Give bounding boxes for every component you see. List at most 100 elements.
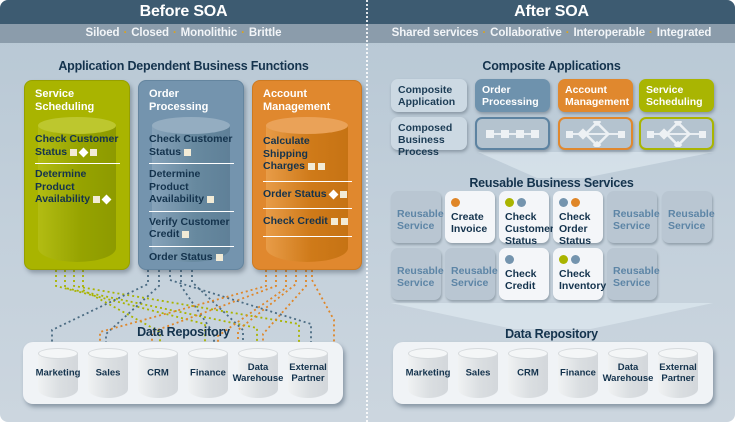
database-sales: Sales — [453, 345, 503, 401]
database-sales: Sales — [83, 345, 133, 401]
blue-dot-icon — [559, 198, 568, 207]
check-credit-card: Check Credit — [499, 248, 549, 300]
reusable-service-card: Reusable Service — [662, 191, 715, 243]
reusable-business-services-title: Reusable Business Services — [469, 176, 634, 190]
right-data-repository-panel: Marketing Sales CRM Finance Data Warehou… — [393, 342, 713, 404]
function-item: Determine Product Availability — [35, 164, 120, 211]
funnel-graphic — [478, 152, 714, 178]
function-item: Calculate Shipping Charges — [263, 129, 352, 182]
database-cylinder-icon — [558, 348, 598, 398]
square-icon — [70, 148, 78, 156]
branched-process-box — [558, 117, 633, 150]
square-icon — [318, 163, 326, 170]
database-data-warehouse: Data Warehouse — [603, 345, 653, 401]
order-processing-box: Order Processing — [475, 79, 550, 112]
linear-process-box — [475, 117, 550, 150]
cylinder-graphic — [152, 117, 230, 262]
reusable-service-card: Reusable Service — [391, 248, 444, 300]
before-soa-subtitle: Siloed · Closed · Monolithic · Brittle — [85, 27, 282, 39]
diamond-icon — [328, 189, 339, 199]
function-item: Check Customer Status — [35, 129, 120, 164]
panel-divider — [366, 0, 368, 422]
database-finance: Finance — [183, 345, 233, 401]
square-icon — [93, 196, 101, 203]
database-cylinder-icon — [138, 348, 178, 398]
right-repository-title: Data Repository — [505, 327, 598, 341]
database-cylinder-icon — [458, 348, 498, 398]
database-cylinder-icon — [38, 348, 78, 398]
before-soa-title: Before SOA — [139, 3, 228, 20]
after-soa-title: After SOA — [514, 3, 589, 20]
function-item: Determine Product Availability — [149, 164, 234, 212]
database-cylinder-icon — [188, 348, 228, 398]
composite-applications-title: Composite Applications — [482, 59, 621, 73]
check-order-status-card: Check Order Status — [553, 191, 603, 247]
cylinder-graphic — [38, 117, 116, 262]
check-inventory-card: Check Inventory — [553, 248, 606, 300]
square-icon — [215, 253, 223, 261]
reusable-service-card: Reusable Service — [391, 191, 444, 243]
database-external-partner: External Partner — [653, 345, 703, 401]
check-customer-status-card: Check Customer Status — [499, 191, 554, 247]
app-order-processing: Order Processing Check Customer Status D… — [138, 80, 244, 270]
service-scheduling-box: Service Scheduling — [639, 79, 714, 112]
database-crm: CRM — [503, 345, 553, 401]
diamond-icon — [78, 147, 89, 157]
database-cylinder-icon — [288, 348, 328, 398]
square-icon — [340, 218, 348, 225]
database-cylinder-icon — [88, 348, 128, 398]
app-title: Order Processing — [149, 88, 209, 113]
create-invoice-card: Create Invoice — [445, 191, 495, 243]
composed-business-process-box: Composed Business Process — [391, 117, 467, 158]
account-management-box: Account Management — [558, 79, 633, 112]
funnel-graphic — [391, 303, 713, 329]
database-data-warehouse: Data Warehouse — [233, 345, 283, 401]
function-item: Order Status — [149, 247, 234, 269]
olive-dot-icon — [559, 255, 568, 264]
square-icon — [339, 190, 347, 198]
function-item: Verify Customer Credit — [149, 212, 234, 247]
square-icon — [182, 231, 190, 238]
reusable-service-card: Reusable Service — [607, 248, 660, 300]
orange-dot-icon — [571, 198, 580, 207]
function-item: Check Credit — [263, 209, 352, 237]
database-cylinder-icon — [658, 348, 698, 398]
database-cylinder-icon — [608, 348, 648, 398]
left-data-repository-panel: Marketing Sales CRM Finance Data Warehou… — [23, 342, 343, 404]
composite-application-box: Composite Application — [391, 79, 467, 112]
function-item: Order Status — [263, 182, 352, 209]
square-icon — [207, 196, 215, 203]
database-external-partner: External Partner — [283, 345, 333, 401]
square-icon — [90, 148, 98, 156]
blue-dot-icon — [571, 255, 580, 264]
reusable-service-card: Reusable Service — [445, 248, 498, 300]
left-section-title: Application Dependent Business Functions — [58, 59, 309, 73]
branched-process-box — [639, 117, 714, 150]
branched-process-icon — [565, 120, 625, 147]
database-cylinder-icon — [408, 348, 448, 398]
orange-dot-icon — [451, 198, 460, 207]
database-marketing: Marketing — [403, 345, 453, 401]
app-title: Service Scheduling — [35, 88, 95, 113]
database-marketing: Marketing — [33, 345, 83, 401]
olive-dot-icon — [505, 198, 514, 207]
diamond-icon — [101, 194, 112, 205]
app-service-scheduling: Service Scheduling Check Customer Status… — [24, 80, 130, 270]
reusable-service-card: Reusable Service — [607, 191, 660, 243]
blue-dot-icon — [505, 255, 514, 264]
app-title: Account Management — [263, 88, 331, 113]
blue-dot-icon — [517, 198, 526, 207]
database-crm: CRM — [133, 345, 183, 401]
app-account-management: Account Management Calculate Shipping Ch… — [252, 80, 362, 270]
linear-process-icon — [485, 129, 539, 138]
function-item: Check Customer Status — [149, 129, 234, 164]
database-finance: Finance — [553, 345, 603, 401]
database-cylinder-icon — [238, 348, 278, 398]
after-soa-subtitle: Shared services · Collaborative · Interopera… — [391, 27, 712, 39]
square-icon — [308, 163, 316, 170]
database-cylinder-icon — [508, 348, 548, 398]
left-repository-title: Data Repository — [137, 325, 230, 339]
branched-process-icon — [646, 120, 706, 147]
square-icon — [184, 148, 192, 156]
